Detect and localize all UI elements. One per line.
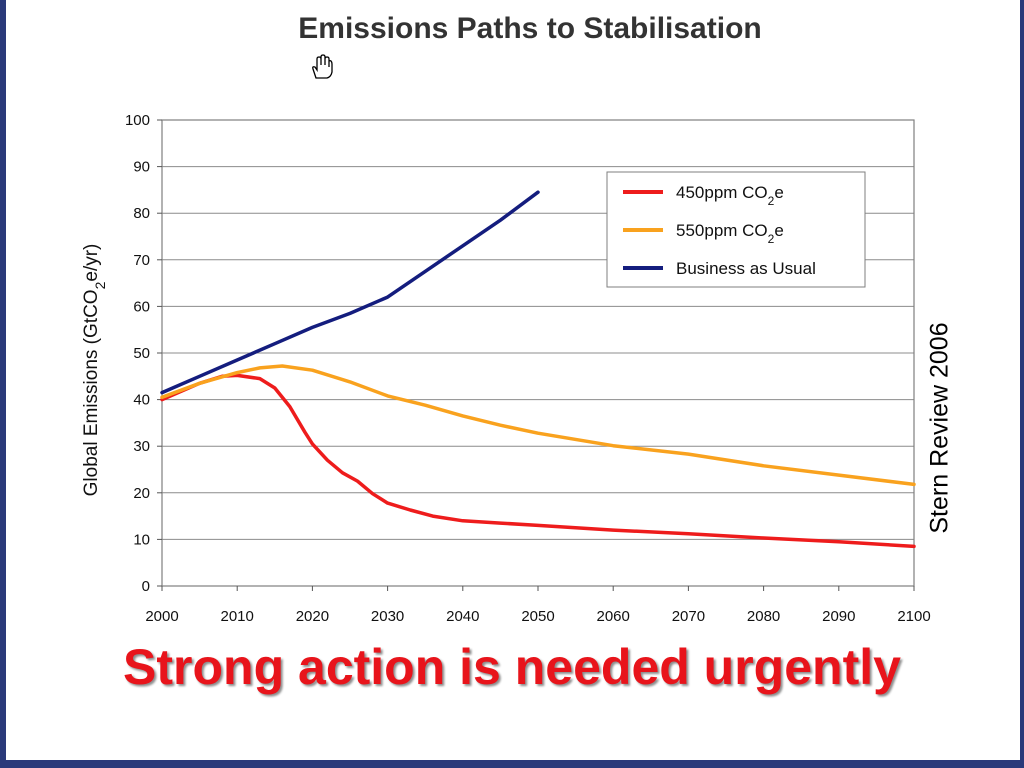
y-tick-label: 40 [133,392,150,409]
y-axis-label: Global Emissions (GtCO2e/yr) [81,244,108,497]
y-tick-label: 60 [133,298,150,315]
x-tick-label: 2080 [747,608,780,625]
x-tick-label: 2100 [897,608,930,625]
series-lines [160,190,916,549]
y-tick-label: 70 [133,252,150,269]
y-tick-label: 30 [133,438,150,455]
series-line-450ppm-co2e [160,373,916,549]
series-line-550ppm-co2e [160,364,916,487]
y-tick-label: 10 [133,531,150,548]
y-tick-label: 20 [133,485,150,502]
x-tick-label: 2090 [822,608,855,625]
series-line-business-as-usual [160,190,540,395]
slide [6,0,1020,760]
chart-title: Emissions Paths to Stabilisation [298,12,762,45]
x-tick-label: 2030 [371,608,404,625]
x-tick-label: 2000 [145,608,178,625]
x-tick-label: 2020 [296,608,329,625]
y-tick-label: 50 [133,345,150,362]
x-tick-label: 2070 [672,608,705,625]
hand-pointer-icon [312,54,333,79]
x-tick-label: 2010 [221,608,254,625]
y-tick-label: 90 [133,159,150,176]
headline: Strong action is needed urgently [123,639,901,695]
y-tick-label: 0 [142,578,150,595]
y-tick-label: 80 [133,205,150,222]
x-tick-label: 2050 [521,608,554,625]
x-tick-label: 2060 [597,608,630,625]
source-citation: Stern Review 2006 [925,322,954,534]
y-tick-label: 100 [125,112,150,129]
legend-label-business-as-usual: Business as Usual [676,259,816,278]
x-tick-label: 2040 [446,608,479,625]
